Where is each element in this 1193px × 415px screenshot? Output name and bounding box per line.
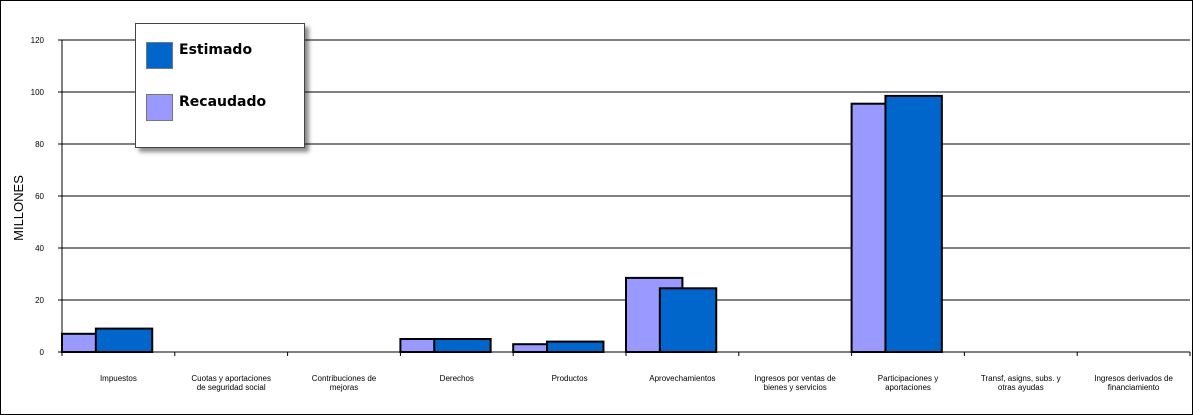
x-category-label: Aprovechamientos (649, 374, 715, 383)
bar-estimado (546, 340, 605, 354)
x-category-label: Impuestos (100, 374, 137, 383)
x-category-label: Derechos (440, 374, 474, 383)
x-category-label: Participaciones y (878, 374, 938, 383)
x-category-label: Contribuciones de (312, 374, 377, 383)
y-tick-labels: 0 20 40 60 80 100 120 (31, 36, 62, 357)
y-tick-label: 120 (31, 36, 45, 45)
y-tick-label: 100 (31, 88, 45, 97)
x-category-label: Ingresos derivados de (1094, 374, 1173, 383)
bar-estimado (658, 287, 718, 353)
y-tick-label: 20 (35, 296, 44, 305)
x-category-label: Cuotas y aportaciones (191, 374, 271, 383)
x-category-label: Ingresos por ventas de (755, 374, 837, 383)
x-category-label: Transf, asigns, subs. y (981, 374, 1061, 383)
x-category-label: mejoras (330, 383, 358, 392)
legend: Estimado Recaudado (135, 23, 305, 148)
y-tick-label: 40 (35, 244, 44, 253)
y-tick-label: 80 (35, 140, 44, 149)
x-category-label: aportaciones (885, 383, 931, 392)
bars (61, 94, 943, 354)
x-category-label: Productos (552, 374, 588, 383)
legend-label-recaudado: Recaudado (179, 93, 267, 110)
x-category-label: de seguridad social (197, 383, 266, 392)
x-category-label: bienes y servicios (764, 383, 827, 392)
legend-label-estimado: Estimado (179, 41, 253, 58)
legend-item-estimado: Estimado (146, 42, 252, 69)
y-tick-label: 60 (35, 192, 44, 201)
legend-item-recaudado: Recaudado (146, 94, 266, 121)
bar-estimado (94, 327, 154, 354)
legend-swatch-recaudado (146, 94, 173, 121)
y-axis-label: MILLONES (11, 175, 26, 241)
legend-swatch-estimado (146, 42, 173, 69)
bar-estimado (884, 94, 943, 354)
y-tick-label: 0 (40, 348, 45, 357)
x-category-label: financiamiento (1108, 383, 1160, 392)
bar-estimado (433, 338, 492, 353)
x-category-label: otras ayudas (998, 383, 1044, 392)
